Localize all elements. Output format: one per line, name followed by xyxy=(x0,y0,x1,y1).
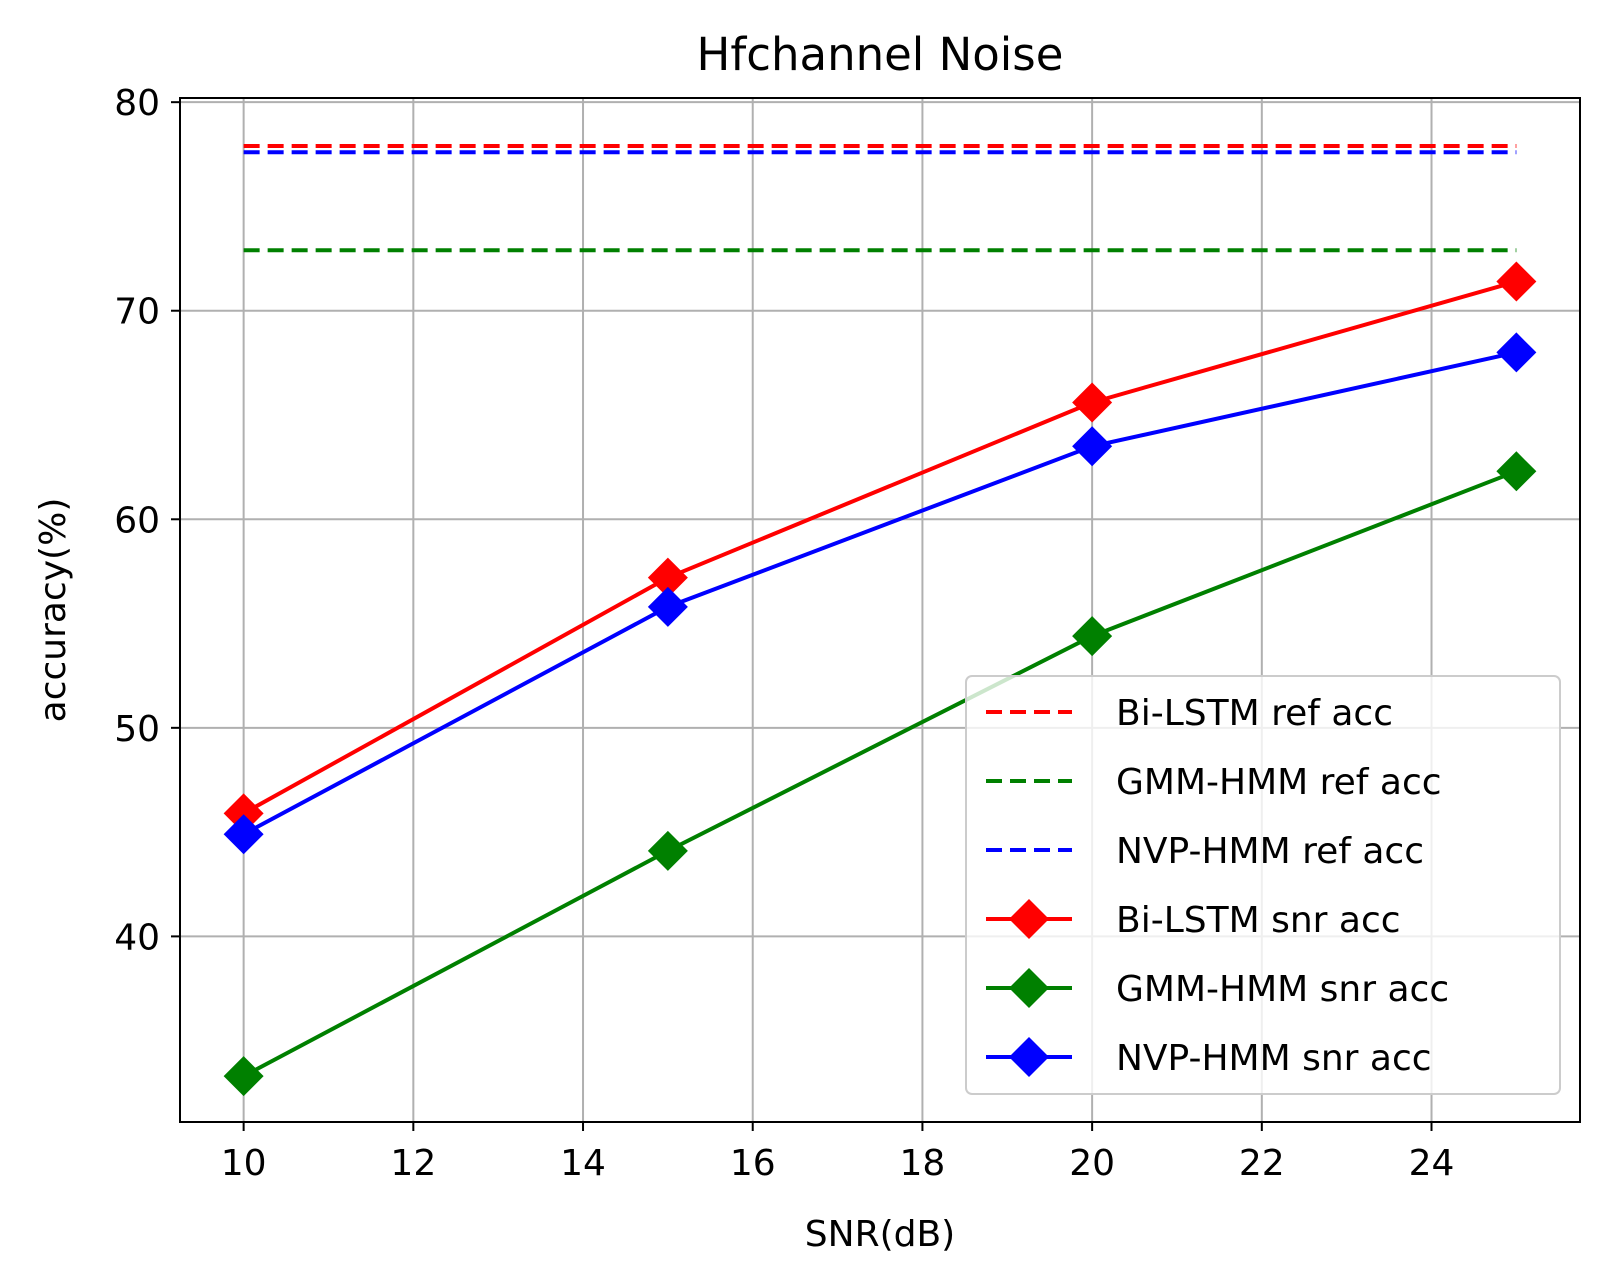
series-line-nvp-hmm-snr-acc xyxy=(242,350,1517,836)
y-axis-ticks: 40 50 60 70 80 xyxy=(114,83,180,958)
legend-label: Bi-LSTM ref acc xyxy=(1116,693,1393,734)
x-tick-label: 14 xyxy=(560,1143,606,1184)
data-point-gmm-hmm-snr-acc xyxy=(647,830,688,871)
data-point-nvp-hmm-snr-acc xyxy=(1072,426,1113,467)
legend-label: NVP-HMM ref acc xyxy=(1116,831,1424,872)
data-point-gmm-hmm-snr-acc xyxy=(223,1056,264,1097)
legend-label: Bi-LSTM snr acc xyxy=(1116,900,1401,941)
y-tick-label: 70 xyxy=(114,292,160,333)
y-tick-label: 80 xyxy=(114,83,160,124)
data-point-gmm-hmm-snr-acc xyxy=(1072,616,1113,657)
data-point-bi-lstm-snr-acc xyxy=(1496,261,1537,302)
data-point-gmm-hmm-snr-acc xyxy=(1496,451,1537,492)
y-axis-label: accuracy(%) xyxy=(33,498,74,723)
series-line-bi-lstm-snr-acc xyxy=(242,279,1517,816)
legend-label: GMM-HMM snr acc xyxy=(1116,969,1449,1010)
axes-frame xyxy=(179,97,1581,1123)
legend: Bi-LSTM ref acc GMM-HMM ref acc NVP-HMM re… xyxy=(965,675,1561,1095)
plot-lines xyxy=(223,143,1537,1097)
legend-marker xyxy=(1009,1037,1049,1077)
x-tick-label: 24 xyxy=(1409,1143,1455,1184)
x-tick-label: 20 xyxy=(1069,1143,1115,1184)
data-point-nvp-hmm-snr-acc xyxy=(647,586,688,627)
data-point-nvp-hmm-snr-acc xyxy=(1496,332,1537,373)
x-tick-label: 16 xyxy=(730,1143,776,1184)
data-point-bi-lstm-snr-acc xyxy=(1072,382,1113,423)
data-point-bi-lstm-snr-acc xyxy=(223,793,264,834)
x-axis-label: SNR(dB) xyxy=(805,1214,955,1255)
legend-box xyxy=(965,675,1561,1095)
legend-label: GMM-HMM ref acc xyxy=(1116,762,1442,803)
x-tick-label: 18 xyxy=(900,1143,946,1184)
chart-title: Hfchannel Noise xyxy=(697,28,1064,81)
y-tick-label: 50 xyxy=(114,709,160,750)
data-point-nvp-hmm-snr-acc xyxy=(223,814,264,855)
x-axis-ticks: 10 12 14 16 18 20 22 24 xyxy=(221,1122,1455,1184)
x-tick-label: 10 xyxy=(221,1143,267,1184)
y-tick-label: 40 xyxy=(114,917,160,958)
series-line-gmm-hmm-snr-acc xyxy=(242,469,1518,1078)
legend-marker xyxy=(1009,968,1049,1008)
legend-marker xyxy=(1009,899,1049,939)
legend-label: NVP-HMM snr acc xyxy=(1116,1038,1432,1079)
data-point-bi-lstm-snr-acc xyxy=(647,557,688,598)
y-tick-label: 60 xyxy=(114,500,160,541)
x-tick-label: 22 xyxy=(1239,1143,1285,1184)
x-tick-label: 12 xyxy=(390,1143,436,1184)
